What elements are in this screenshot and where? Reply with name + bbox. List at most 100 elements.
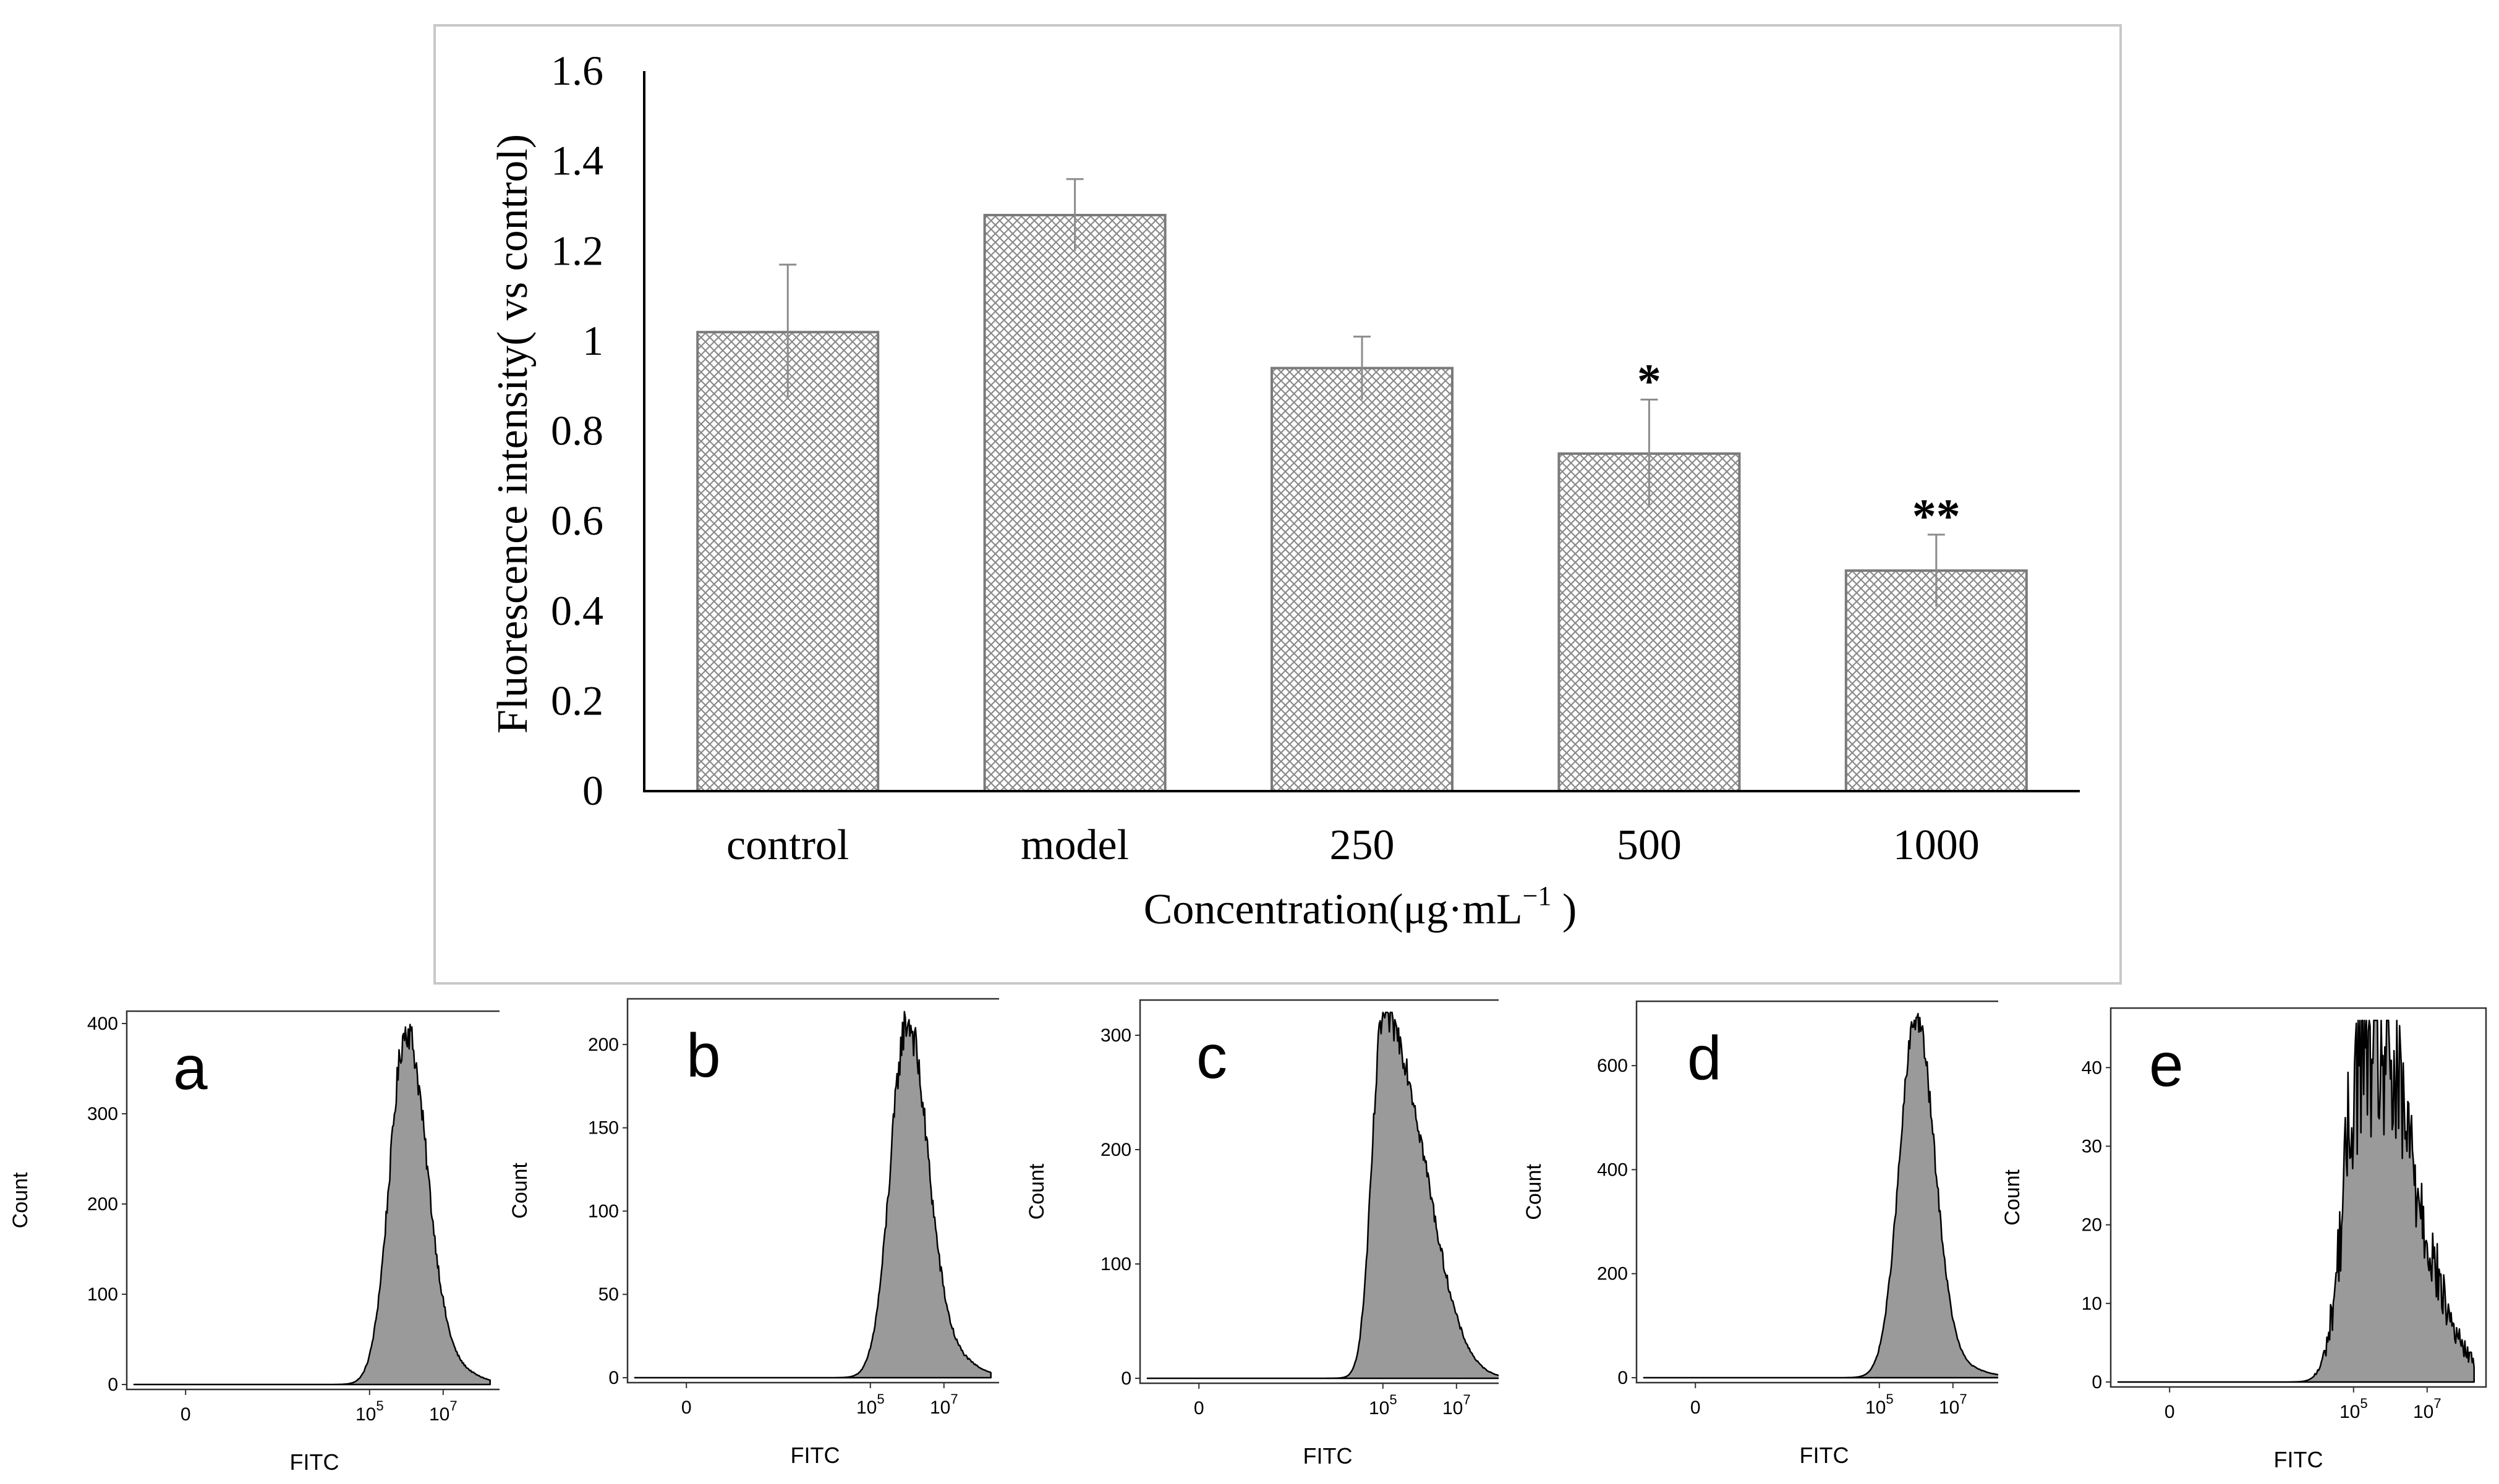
x-tick-exponent: 5 — [1886, 1391, 1893, 1407]
y-tick-label: 100 — [87, 1284, 118, 1305]
y-tick-label: 300 — [1100, 1025, 1131, 1046]
y-tick-label: 200 — [87, 1194, 118, 1215]
x-tick-base: 10 — [856, 1397, 877, 1418]
x-tick-label: 107 — [930, 1391, 958, 1418]
y-axis-label: Count — [2001, 1169, 2024, 1226]
x-tick-base: 10 — [1442, 1398, 1463, 1418]
histogram-area — [133, 1024, 491, 1386]
x-tick-label-500: 500 — [1617, 821, 1682, 869]
x-tick-exponent: 7 — [449, 1398, 457, 1414]
y-tick-label: 1.6 — [551, 47, 603, 94]
x-axis-label: FITC — [290, 1449, 339, 1475]
x-tick-exponent: 5 — [1389, 1392, 1397, 1407]
x-tick-base: 10 — [1369, 1398, 1389, 1418]
panel-letter-b: b — [686, 1021, 721, 1090]
x-tick-base: 0 — [181, 1404, 191, 1425]
x-tick-exponent: 7 — [950, 1391, 958, 1407]
bar-250 — [1271, 367, 1454, 792]
panel-letter-d: d — [1687, 1024, 1722, 1093]
x-tick-label: 105 — [355, 1398, 384, 1425]
x-axis-label: FITC — [1303, 1443, 1353, 1469]
x-tick-base: 10 — [1939, 1397, 1959, 1418]
x-tick-base: 0 — [1690, 1397, 1701, 1418]
x-axis-label-close: ) — [1551, 886, 1577, 933]
y-tick-label: 1 — [582, 317, 603, 364]
x-axis-label-superscript: −1 — [1523, 881, 1552, 911]
x-tick-base: 0 — [681, 1397, 692, 1418]
y-tick-label: 0 — [2092, 1372, 2102, 1393]
x-tick-label: 105 — [1369, 1392, 1397, 1418]
panel-letter-e: e — [2149, 1030, 2184, 1100]
y-tick-label: 0 — [1617, 1368, 1628, 1388]
y-tick-label: 200 — [588, 1035, 619, 1055]
y-tick-label: 0 — [582, 767, 603, 814]
x-tick-label: 107 — [429, 1398, 458, 1425]
x-tick-base: 10 — [429, 1404, 449, 1425]
significance-marker-500: * — [1637, 354, 1661, 408]
x-tick-base: 10 — [2413, 1402, 2433, 1422]
y-tick-label: 50 — [598, 1284, 619, 1305]
y-tick-label: 0 — [108, 1375, 118, 1395]
y-tick-label: 150 — [588, 1118, 619, 1138]
x-tick-base: 10 — [2339, 1402, 2360, 1422]
x-axis-label-text: Concentration(μg·mL — [1144, 886, 1523, 933]
y-tick-label: 0.4 — [551, 587, 603, 634]
bar-model — [983, 214, 1167, 792]
x-tick-label: 0 — [1690, 1397, 1701, 1418]
x-tick-exponent: 7 — [1463, 1392, 1470, 1407]
y-tick-label: 0.2 — [551, 677, 603, 724]
bar-500 — [1557, 452, 1741, 792]
x-tick-exponent: 7 — [1959, 1391, 1967, 1407]
y-tick-label: 200 — [1597, 1264, 1628, 1284]
x-tick-label: 105 — [1865, 1391, 1894, 1418]
x-tick-base: 0 — [2165, 1402, 2175, 1422]
y-tick-label: 1.4 — [551, 137, 603, 184]
y-tick-label: 30 — [2082, 1136, 2102, 1156]
y-axis-label: Count — [1522, 1164, 1546, 1220]
x-axis-label: FITC — [2274, 1447, 2323, 1472]
x-tick-exponent: 5 — [376, 1398, 383, 1414]
x-tick-label: 0 — [181, 1404, 191, 1425]
y-tick-label: 400 — [87, 1014, 118, 1034]
y-tick-label: 0 — [1121, 1368, 1131, 1389]
panel-letter-a: a — [173, 1033, 208, 1103]
histogram-area — [634, 1011, 992, 1379]
x-tick-label: 0 — [681, 1397, 692, 1418]
x-axis-label: FITC — [1800, 1443, 1849, 1468]
x-tick-label: 107 — [1442, 1392, 1471, 1418]
x-tick-exponent: 5 — [877, 1391, 884, 1407]
x-tick-base: 10 — [355, 1404, 376, 1425]
x-tick-base: 10 — [1865, 1397, 1886, 1418]
bar-1000 — [1844, 569, 2028, 792]
y-tick-label: 0.6 — [551, 497, 603, 544]
y-tick-label: 100 — [1100, 1254, 1131, 1274]
x-tick-label: 0 — [1194, 1398, 1204, 1418]
x-tick-label: 105 — [2339, 1396, 2368, 1422]
x-tick-exponent: 5 — [2360, 1396, 2367, 1411]
y-tick-label: 0 — [608, 1368, 619, 1388]
y-tick-label: 600 — [1597, 1056, 1628, 1076]
x-tick-base: 10 — [930, 1397, 950, 1418]
x-axis-label: FITC — [791, 1443, 840, 1468]
x-tick-base: 0 — [1194, 1398, 1204, 1418]
y-tick-label: 100 — [588, 1201, 619, 1221]
y-axis-label: Count — [1025, 1163, 1049, 1219]
y-axis-label: Fluorescence intensity( vs control) — [489, 134, 537, 734]
x-axis-label: Concentration(μg·mL−1 ) — [1144, 881, 1577, 933]
x-tick-label-model: model — [1021, 821, 1129, 869]
bar-control — [696, 331, 880, 792]
histogram-area — [1146, 1011, 1499, 1380]
x-tick-label: 107 — [1939, 1391, 1967, 1418]
x-tick-label: 105 — [856, 1391, 885, 1418]
y-tick-label: 40 — [2082, 1058, 2102, 1078]
y-tick-label: 300 — [87, 1104, 118, 1124]
y-tick-label: 1.2 — [551, 227, 603, 274]
y-axis-label: Count — [508, 1163, 532, 1219]
y-tick-label: 20 — [2082, 1215, 2102, 1236]
x-tick-exponent: 7 — [2433, 1396, 2441, 1411]
